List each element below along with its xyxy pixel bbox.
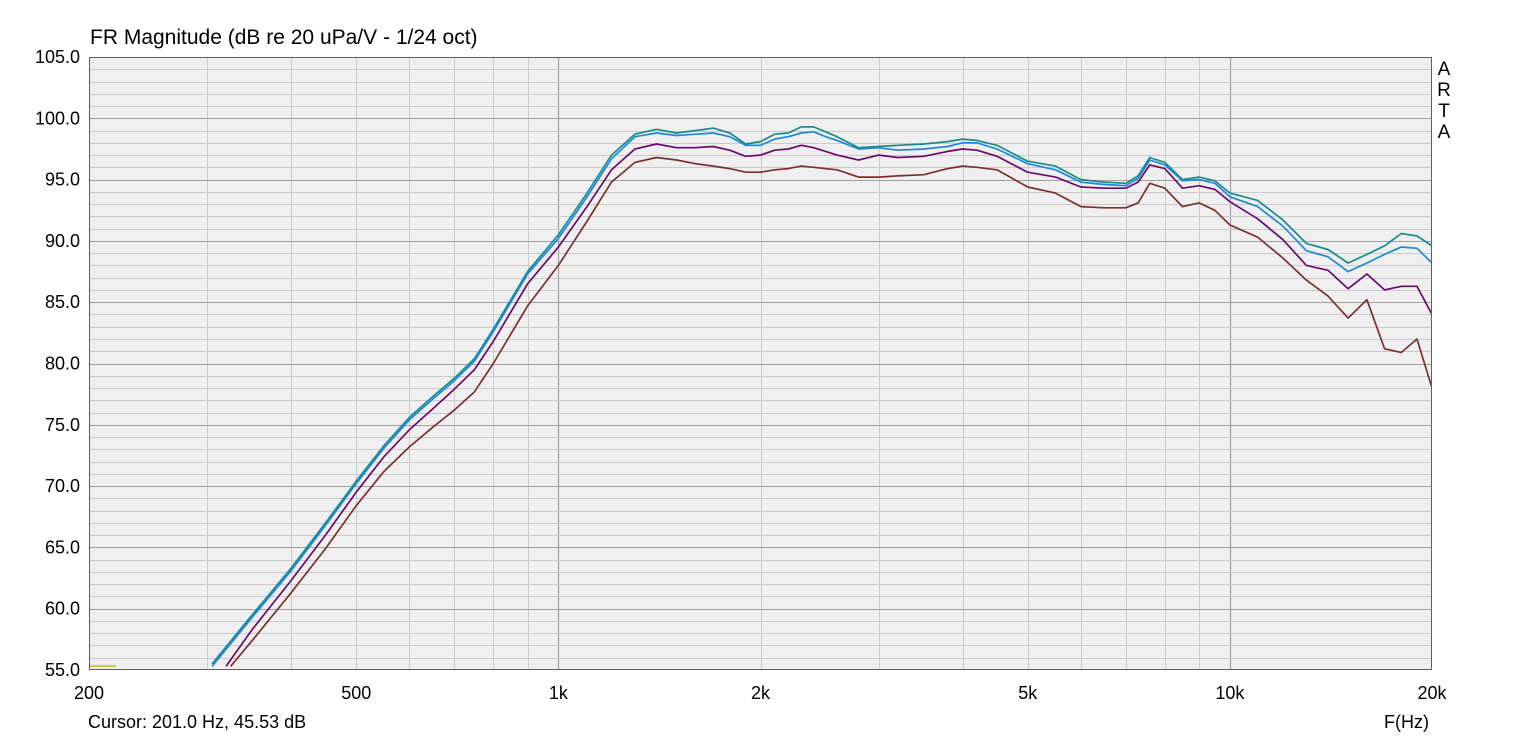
brand-letter: R — [1437, 80, 1451, 101]
arta-brand-mark: A R T A — [1436, 59, 1452, 143]
x-tick-label: 2k — [751, 683, 771, 703]
plot-frame — [89, 57, 1432, 670]
y-tick-label: 85.0 — [45, 292, 80, 312]
brand-letter: A — [1437, 122, 1451, 143]
y-tick-label: 55.0 — [45, 660, 80, 680]
y-tick-label: 90.0 — [45, 231, 80, 251]
x-tick-label: 20k — [1417, 683, 1447, 703]
series-line — [211, 126, 1432, 665]
y-tick-label: 70.0 — [45, 476, 80, 496]
plot-background — [89, 57, 1432, 670]
y-tick-label: 65.0 — [45, 537, 80, 557]
brand-letter: T — [1438, 101, 1450, 122]
grid — [89, 57, 1432, 670]
chart-title: FR Magnitude (dB re 20 uPa/V - 1/24 oct) — [90, 26, 478, 49]
x-tick-label: 10k — [1215, 683, 1245, 703]
brand-letter: A — [1437, 59, 1451, 80]
plot-border — [89, 57, 1432, 670]
x-axis-unit-label: F(Hz) — [1384, 712, 1429, 732]
series-line — [229, 156, 1432, 667]
y-tick-label: 105.0 — [35, 47, 80, 67]
plot-area — [89, 57, 1432, 670]
x-tick-label: 1k — [549, 683, 569, 703]
cursor-readout: Cursor: 201.0 Hz, 45.53 dB — [88, 712, 307, 732]
y-tick-label: 100.0 — [35, 108, 80, 128]
x-tick-label: 5k — [1018, 683, 1038, 703]
x-tick-label: 200 — [74, 683, 104, 703]
x-tick-labels: 200 500 1k 2k 5k 10k 20k — [74, 683, 1448, 703]
series-line — [225, 143, 1432, 667]
y-tick-label: 60.0 — [45, 599, 80, 619]
series-line — [211, 130, 1432, 667]
y-tick-label: 80.0 — [45, 354, 80, 374]
x-tick-label: 500 — [341, 683, 371, 703]
y-tick-label: 75.0 — [45, 415, 80, 435]
y-tick-labels: 55.0 60.0 65.0 70.0 75.0 80.0 85.0 90.0 95.0 100.… — [35, 47, 80, 680]
y-tick-label: 95.0 — [45, 170, 80, 190]
series-group — [211, 126, 1432, 667]
